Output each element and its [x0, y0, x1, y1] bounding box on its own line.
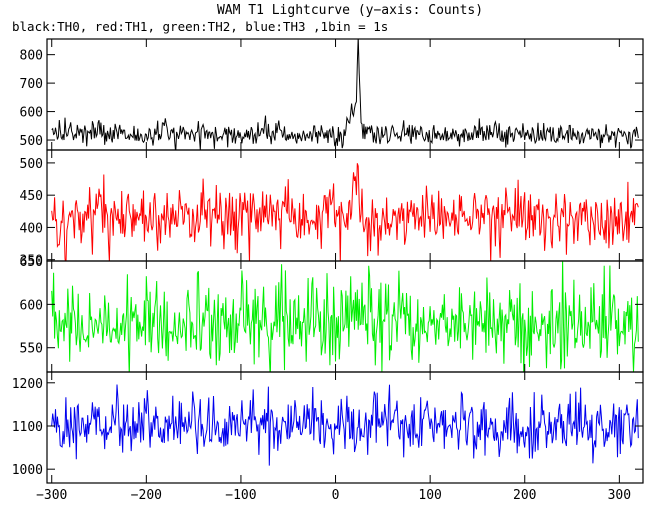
y-tick-label: 1200 [12, 377, 43, 392]
series-line-TH1 [51, 163, 639, 261]
y-tick-label: 450 [20, 189, 43, 204]
x-tick-label: −300 [36, 488, 67, 503]
chart-subtitle: black:TH0, red:TH1, green:TH2, blue:TH3 … [12, 19, 388, 34]
y-tick-label: 600 [20, 106, 43, 121]
chart-title: WAM T1 Lightcurve (y−axis: Counts) [217, 3, 483, 18]
y-tick-label: 550 [20, 342, 43, 357]
y-tick-label: 1100 [12, 420, 43, 435]
y-tick-label: 350 [20, 254, 43, 269]
y-tick-label: 650 [20, 255, 43, 270]
x-tick-label: 300 [608, 488, 631, 503]
y-tick-label: 400 [20, 221, 43, 236]
series-line-TH0 [51, 39, 639, 150]
y-tick-label: 700 [20, 77, 43, 92]
plot-area: 5006007008003504004505005506006501000110… [12, 38, 644, 503]
series-line-TH2 [51, 261, 639, 372]
y-tick-label: 500 [20, 134, 43, 149]
y-tick-label: 1000 [12, 463, 43, 478]
x-tick-label: 0 [332, 488, 340, 503]
x-tick-label: −200 [131, 488, 162, 503]
panel-TH2: 550 600 650 [20, 255, 644, 373]
y-tick-label: 600 [20, 298, 43, 313]
panel-frame [46, 371, 644, 484]
y-tick-label: 500 [20, 157, 43, 172]
panel-frame [46, 149, 644, 262]
panel-TH1: 350 400 450 500 [20, 149, 644, 269]
y-tick-label: 800 [20, 49, 43, 64]
panel-TH0: 500 600 700 800 [20, 38, 644, 151]
x-tick-label: 100 [418, 488, 441, 503]
x-tick-label: −100 [225, 488, 256, 503]
series-line-TH3 [51, 384, 639, 466]
panel-TH3: 1000 1100 1200 [12, 371, 644, 484]
x-tick-label: 200 [513, 488, 536, 503]
